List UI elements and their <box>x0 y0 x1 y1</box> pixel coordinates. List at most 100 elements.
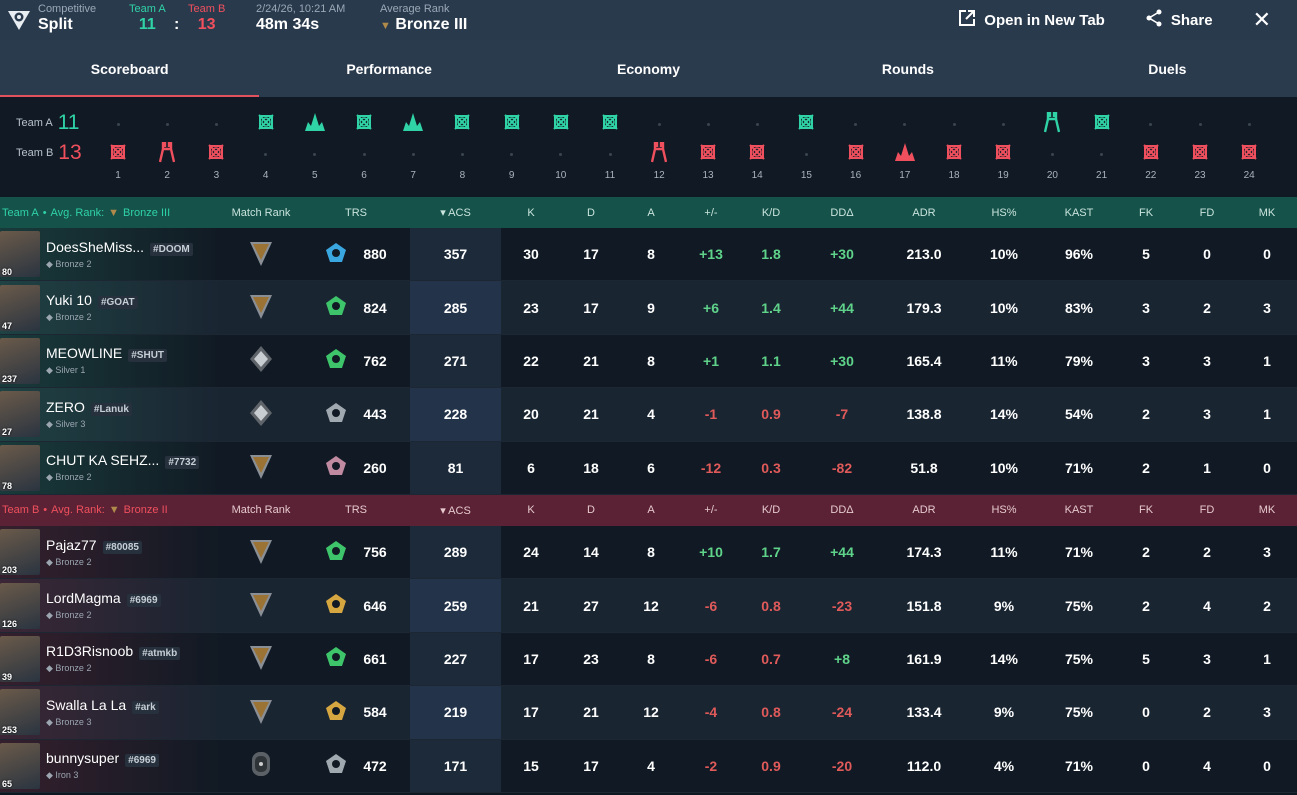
player-row[interactable]: 65 bunnysuper #6969 ◆ Iron 3 472 171 15 17… <box>0 739 1297 793</box>
player-name[interactable]: bunnysuper <box>46 750 120 767</box>
col-d[interactable]: D <box>587 504 595 517</box>
round-1[interactable]: 1 <box>103 109 133 181</box>
round-11[interactable]: 11 <box>595 109 625 181</box>
col-pm[interactable]: +/- <box>704 206 718 219</box>
col-a[interactable]: A <box>647 504 655 517</box>
round-14[interactable]: 14 <box>742 109 772 181</box>
mk-value: 1 <box>1263 352 1271 369</box>
open-new-tab-button[interactable]: Open in New Tab <box>958 9 1105 31</box>
col-adr[interactable]: ADR <box>912 206 936 219</box>
player-row[interactable]: 47 Yuki 10 #GOAT ◆ Bronze 2 824 285 23 17 9… <box>0 281 1297 335</box>
tab-rounds[interactable]: Rounds <box>881 60 934 77</box>
player-row[interactable]: 126 LordMagma #6969 ◆ Bronze 2 646 259 21… <box>0 579 1297 633</box>
col-pm[interactable]: +/- <box>704 504 718 517</box>
round-22[interactable]: 22 <box>1136 109 1166 181</box>
round-elimination-icon <box>355 113 373 136</box>
map-name: Split <box>38 16 73 33</box>
dda-value: +44 <box>830 299 854 316</box>
round-19[interactable]: 19 <box>988 109 1018 181</box>
dda-value: +30 <box>830 246 854 263</box>
col-fk[interactable]: FK <box>1138 504 1154 517</box>
col-dda[interactable]: DDΔ <box>830 206 854 219</box>
col-kd[interactable]: K/D <box>761 504 781 517</box>
col-k[interactable]: K <box>527 206 535 219</box>
player-row[interactable]: 253 Swalla La La #ark ◆ Bronze 3 584 219 … <box>0 686 1297 740</box>
col-trs[interactable]: TRS <box>345 504 367 517</box>
round-number: 9 <box>508 170 515 181</box>
round-5[interactable]: 5 <box>300 109 330 181</box>
col-acs[interactable]: ▾ ACS <box>410 504 501 517</box>
d-value: 14 <box>583 544 599 561</box>
player-name[interactable]: Swalla La La <box>46 696 127 713</box>
tab-scoreboard[interactable]: Scoreboard <box>0 40 260 97</box>
player-name[interactable]: DoesSheMiss... <box>46 238 145 255</box>
round-8[interactable]: 8 <box>447 109 477 181</box>
round-2[interactable]: 2 <box>152 109 182 181</box>
round-15[interactable]: 15 <box>791 109 821 181</box>
round-empty-dot <box>313 152 317 156</box>
round-9[interactable]: 9 <box>497 109 527 181</box>
col-mk[interactable]: MK <box>1258 504 1276 517</box>
player-name[interactable]: R1D3Risnoob <box>46 643 134 660</box>
round-number: 1 <box>115 170 121 181</box>
avg-rank-value: Bronze II <box>123 504 168 517</box>
round-12[interactable]: 12 <box>644 109 674 181</box>
round-7[interactable]: 7 <box>398 109 428 181</box>
col-fk[interactable]: FK <box>1138 206 1154 219</box>
agent-avatar: 78 <box>0 444 40 491</box>
round-24[interactable]: 24 <box>1234 109 1264 181</box>
tab-performance[interactable]: Performance <box>346 60 432 77</box>
fk-value: 2 <box>1142 459 1150 476</box>
round-10[interactable]: 10 <box>546 109 576 181</box>
player-row[interactable]: 39 R1D3Risnoob #atmkb ◆ Bronze 2 661 227 … <box>0 632 1297 687</box>
col-k[interactable]: K <box>527 504 535 517</box>
player-row[interactable]: 203 Pajaz77 #80085 ◆ Bronze 2 756 289 24 1… <box>0 525 1297 580</box>
round-21[interactable]: 21 <box>1087 109 1117 181</box>
round-13[interactable]: 13 <box>693 109 723 181</box>
player-name[interactable]: CHUT KA SEHZ... <box>46 452 160 469</box>
round-4[interactable]: 4 <box>251 109 281 181</box>
agent-avatar: 65 <box>0 742 40 789</box>
round-elimination-icon <box>847 143 865 166</box>
col-dda[interactable]: DDΔ <box>830 504 854 517</box>
round-18[interactable]: 18 <box>939 109 969 181</box>
round-23[interactable]: 23 <box>1185 109 1215 181</box>
player-rank: Bronze 2 <box>55 556 92 567</box>
round-16[interactable]: 16 <box>841 109 871 181</box>
col-match-rank[interactable]: Match Rank <box>231 504 291 517</box>
col-a[interactable]: A <box>647 206 655 219</box>
col-kast[interactable]: KAST <box>1064 206 1094 219</box>
col-hs[interactable]: HS% <box>991 206 1017 219</box>
share-button[interactable]: Share <box>1145 9 1213 31</box>
player-row[interactable]: 237 MEOWLINE #SHUT ◆ Silver 1 762 271 22 2… <box>0 334 1297 389</box>
round-20[interactable]: 20 <box>1037 109 1067 181</box>
tab-economy[interactable]: Economy <box>617 60 681 77</box>
round-3[interactable]: 3 <box>201 109 231 181</box>
player-row[interactable]: 27 ZERO #Lanuk ◆ Silver 3 443 228 20 21 4 -1… <box>0 388 1297 442</box>
kd-value: 0.7 <box>761 650 781 667</box>
col-hs[interactable]: HS% <box>991 504 1017 517</box>
round-6[interactable]: 6 <box>349 109 379 181</box>
col-trs[interactable]: TRS <box>345 206 367 219</box>
tab-duels[interactable]: Duels <box>1148 60 1187 77</box>
col-kast[interactable]: KAST <box>1064 504 1094 517</box>
kd-value: 0.8 <box>761 597 781 614</box>
player-name[interactable]: Yuki 10 <box>46 292 92 309</box>
round-17[interactable]: 17 <box>890 109 920 181</box>
col-adr[interactable]: ADR <box>912 504 936 517</box>
player-name[interactable]: ZERO <box>46 398 85 415</box>
col-fd[interactable]: FD <box>1199 206 1215 219</box>
col-match-rank[interactable]: Match Rank <box>231 206 291 219</box>
close-icon[interactable]: ✕ <box>1252 7 1271 32</box>
round-detonate-icon <box>304 112 326 137</box>
col-mk[interactable]: MK <box>1258 206 1276 219</box>
col-acs[interactable]: ▾ ACS <box>410 206 501 219</box>
player-row[interactable]: 80 DoesSheMiss... #DOOM ◆ Bronze 2 880 35… <box>0 228 1297 282</box>
col-fd[interactable]: FD <box>1199 504 1215 517</box>
player-name[interactable]: LordMagma <box>46 590 121 607</box>
player-name[interactable]: MEOWLINE <box>46 345 123 362</box>
player-row[interactable]: 78 CHUT KA SEHZ... #7732 ◆ Bronze 2 260 8… <box>0 441 1297 495</box>
col-d[interactable]: D <box>587 206 595 219</box>
col-kd[interactable]: K/D <box>761 206 781 219</box>
player-name[interactable]: Pajaz77 <box>46 536 97 553</box>
